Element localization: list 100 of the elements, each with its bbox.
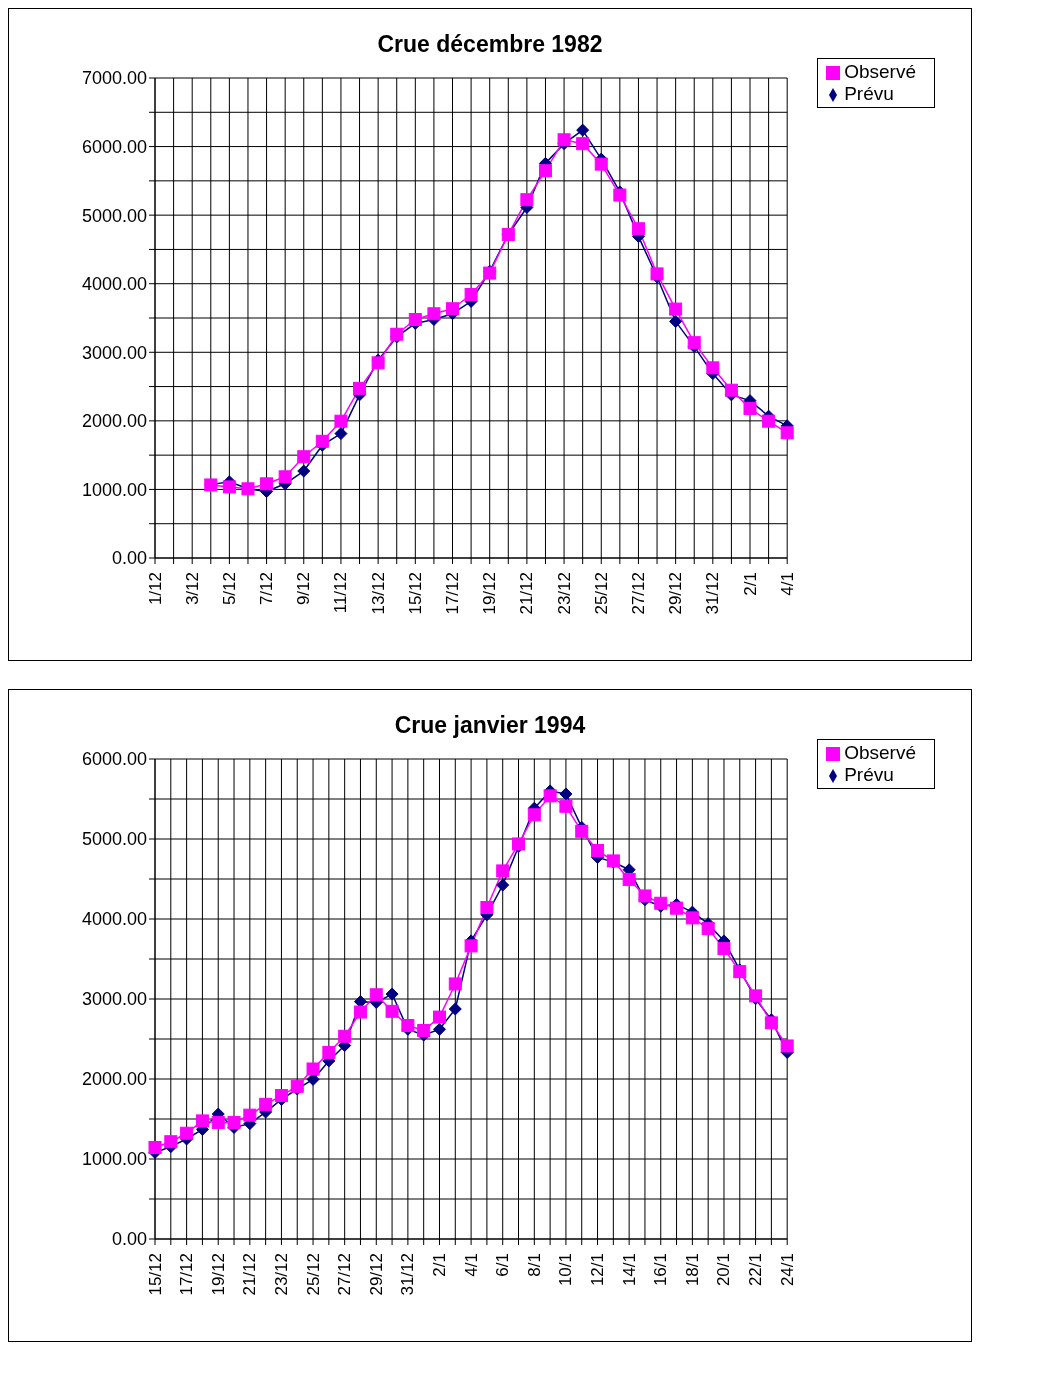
x-tick-label: 7/12 (257, 572, 277, 606)
point (385, 987, 399, 1001)
point (638, 889, 652, 903)
point (322, 1045, 336, 1059)
point (148, 1140, 162, 1154)
legend-label: Observé (844, 61, 916, 82)
point (717, 942, 731, 956)
point (432, 1022, 446, 1036)
point (701, 922, 715, 936)
point (334, 414, 348, 428)
x-tick-label: 4/1 (461, 1253, 481, 1277)
x-tick-label: 8/1 (524, 1253, 544, 1277)
x-tick-label: 12/1 (588, 1253, 608, 1287)
point (743, 401, 757, 415)
point (227, 1115, 241, 1129)
point (353, 1005, 367, 1019)
y-tick-label: 0.00 (111, 548, 147, 569)
point (557, 133, 571, 147)
point (706, 361, 720, 375)
point (575, 824, 589, 838)
y-tick-label: 7000.00 (81, 68, 147, 89)
point (520, 193, 534, 207)
point (631, 222, 645, 236)
x-tick-label: 3/12 (182, 572, 202, 606)
point (576, 123, 590, 137)
point (432, 1010, 446, 1024)
x-tick-label: 17/12 (177, 1253, 197, 1296)
point (687, 336, 701, 350)
x-tick-label: 4/1 (777, 572, 797, 596)
point (297, 450, 311, 464)
x-tick-label: 11/12 (331, 572, 351, 614)
point (538, 164, 552, 178)
x-tick-label: 23/12 (271, 1253, 291, 1296)
chart-title: Crue janvier 1994 (393, 712, 587, 739)
point (559, 799, 573, 813)
x-tick-label: 29/12 (366, 1253, 386, 1296)
point (762, 414, 776, 428)
point (448, 1002, 462, 1016)
x-tick-label: 17/12 (443, 572, 462, 615)
point (338, 1029, 352, 1043)
point (594, 157, 608, 171)
x-tick-label: 27/12 (628, 572, 648, 615)
y-tick-label: 3000.00 (81, 342, 147, 363)
x-tick-label: 13/12 (368, 572, 388, 615)
x-tick-label: 9/12 (294, 572, 314, 606)
point (559, 787, 573, 801)
point (315, 434, 329, 448)
point (780, 426, 794, 440)
point (297, 464, 311, 478)
point (669, 314, 683, 328)
point (259, 1097, 273, 1111)
point (417, 1024, 431, 1038)
point (180, 1126, 194, 1140)
x-tick-label: 16/1 (651, 1253, 671, 1287)
point (576, 137, 590, 151)
chart-title: Crue décembre 1982 (376, 31, 604, 58)
x-tick-label: 20/1 (714, 1253, 734, 1287)
y-tick-label: 6000.00 (81, 749, 147, 770)
x-tick-label: 19/12 (480, 572, 500, 615)
x-tick-label: 25/12 (591, 572, 611, 615)
x-tick-label: 22/1 (746, 1253, 766, 1287)
point (480, 900, 494, 914)
y-tick-label: 2000.00 (81, 1069, 147, 1090)
point (448, 977, 462, 991)
legend-label: Prévu (844, 764, 894, 785)
point (195, 1114, 209, 1128)
point (780, 1039, 794, 1053)
x-tick-label: 6/1 (493, 1253, 513, 1277)
point (243, 1108, 257, 1122)
x-tick-label: 18/1 (682, 1253, 702, 1287)
point (385, 1004, 399, 1018)
point (353, 381, 367, 395)
x-tick-label: 14/1 (619, 1253, 639, 1287)
x-tick-label: 15/12 (405, 572, 425, 615)
point (222, 480, 236, 494)
y-tick-label: 6000.00 (81, 136, 147, 157)
y-tick-label: 2000.00 (81, 411, 147, 432)
point (464, 287, 478, 301)
point (527, 808, 541, 822)
legend-label: Prévu (844, 83, 894, 104)
y-tick-label: 3000.00 (81, 989, 147, 1010)
x-tick-label: 1/12 (145, 572, 165, 606)
point (334, 427, 348, 441)
point (724, 383, 738, 397)
x-tick-label: 15/12 (145, 1253, 165, 1296)
point (543, 789, 557, 803)
x-tick-label: 21/12 (240, 1253, 260, 1296)
point (591, 844, 605, 858)
point (670, 901, 684, 915)
x-tick-label: 10/1 (556, 1253, 576, 1287)
point (211, 1115, 225, 1129)
x-tick-label: 31/12 (703, 572, 723, 615)
x-tick-label: 27/12 (335, 1253, 355, 1296)
point (278, 470, 292, 484)
point (669, 302, 683, 316)
point (260, 477, 274, 491)
y-tick-label: 5000.00 (81, 829, 147, 850)
y-tick-label: 0.00 (111, 1229, 147, 1250)
point (446, 302, 459, 316)
x-tick-label: 31/12 (398, 1253, 418, 1296)
